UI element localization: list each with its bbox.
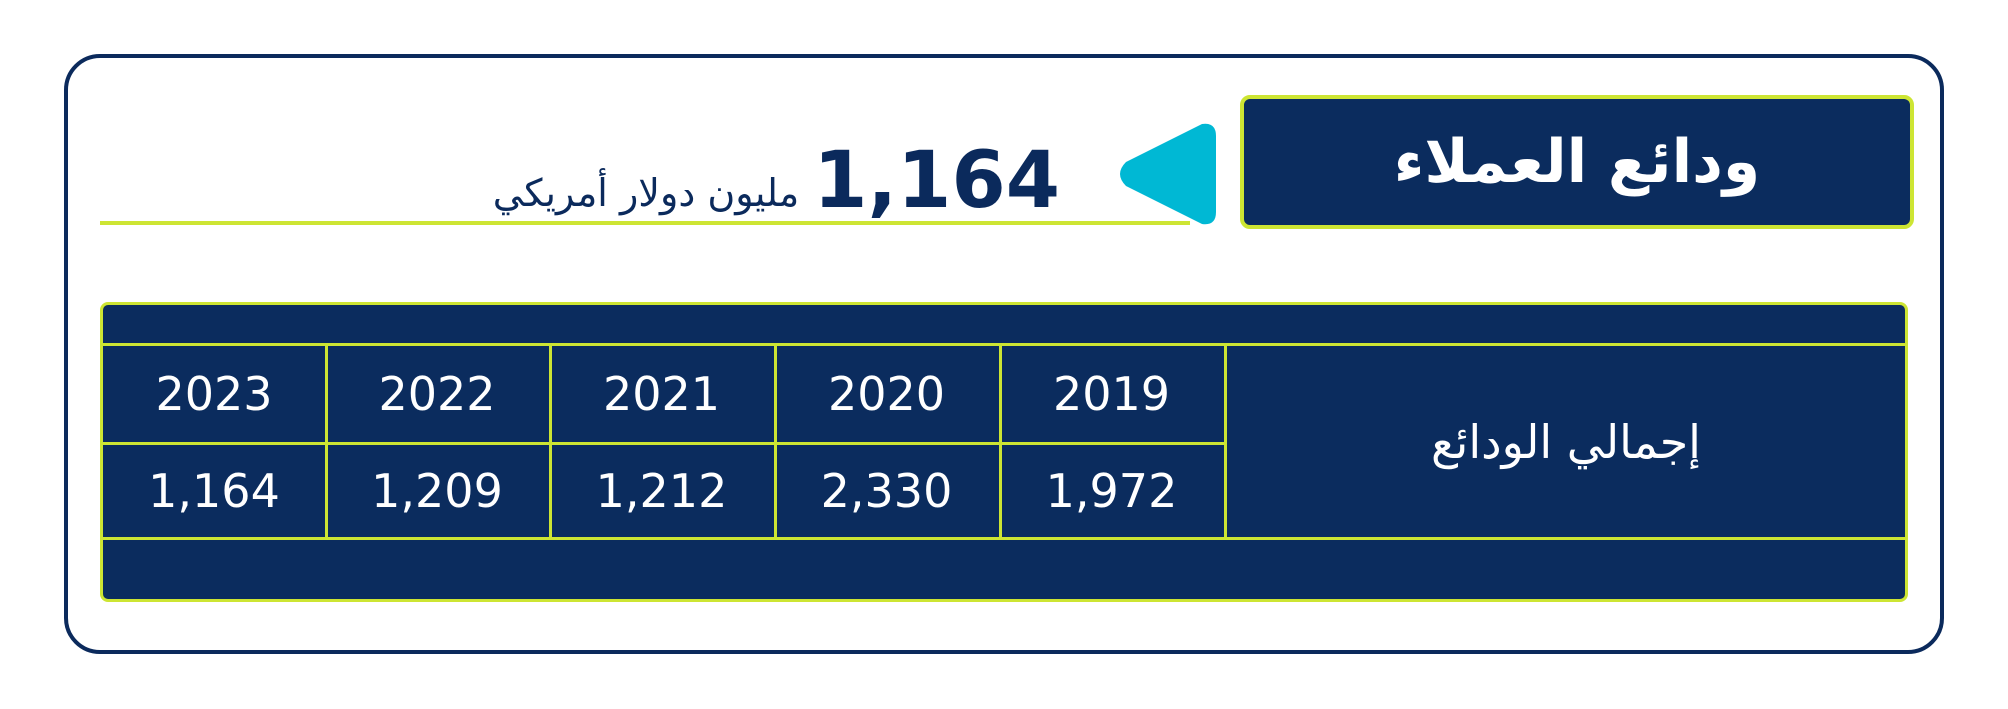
value-cell: 1,209 [371,464,503,518]
row-label: إجمالي الودائع [1431,414,1701,469]
year-header: 2019 [1052,367,1171,421]
table-divider [1224,343,1227,540]
table-divider [103,442,1227,445]
headline-figure: مليون دولار أمريكي 1,164 [100,110,1060,220]
year-header: 2021 [602,367,721,421]
value-cell: 1,164 [148,464,280,518]
headline-value: 1,164 [813,136,1060,226]
table-divider [999,343,1002,540]
value-cell: 1,212 [595,464,728,518]
year-header: 2023 [155,367,273,421]
table-divider [549,343,552,540]
value-cell: 1,972 [1045,464,1178,518]
year-header: 2022 [378,367,496,421]
headline-underline [100,221,1190,225]
value-cell: 2,330 [820,464,953,518]
deposits-table: إجمالي الودائع 2019 2020 2021 2022 2023 … [100,302,1908,602]
table-divider [325,343,328,540]
headline-unit: مليون دولار أمريكي [492,171,800,215]
table-divider [103,343,1905,346]
section-title-text: ودائع العملاء [1393,127,1761,197]
triangle-pointer-icon [1120,123,1216,225]
table-divider [103,537,1905,540]
section-title: ودائع العملاء [1240,95,1914,229]
table-divider [774,343,777,540]
year-header: 2020 [827,367,946,421]
